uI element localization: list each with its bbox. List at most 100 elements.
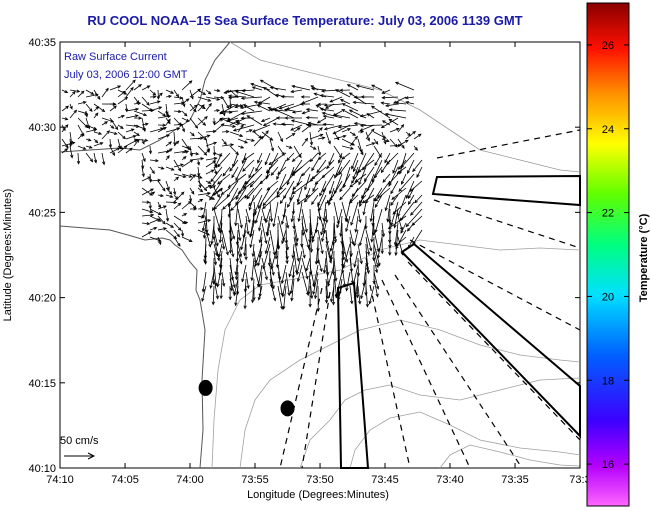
current-vector-head [275,116,280,120]
current-vector [261,257,268,281]
current-vector-shaft [261,117,271,122]
current-vector-shaft [157,110,166,117]
current-vector-shaft [405,131,416,140]
legend-line-2: July 03, 2006 12:00 GMT [64,69,188,81]
current-vector-head [132,134,137,139]
current-vector-head [409,188,414,192]
current-vector [203,250,208,265]
current-vector-shaft [333,257,337,281]
current-vector-head [358,200,363,204]
current-vector [229,236,235,258]
current-vector-shaft [385,113,407,119]
current-vector [217,215,223,232]
current-vector-head [202,122,207,126]
current-vector-head [360,295,364,300]
current-vector-shaft [317,117,327,124]
current-vector-shaft [319,180,327,196]
current-vector [165,208,170,222]
current-vector-shaft [357,285,361,304]
current-vector [265,208,271,224]
current-vector [93,112,99,119]
current-vector-head [213,156,218,161]
current-vector [209,271,215,290]
current-vector-head [230,143,235,147]
current-vector-head [281,152,285,156]
current-vector-shaft [221,138,227,145]
current-vector [234,264,239,281]
current-vector-head [317,203,321,207]
current-vector-head [358,181,362,186]
current-vector [381,120,391,126]
current-vector-head [319,127,323,131]
current-vector [269,271,275,290]
current-vector [109,145,115,157]
current-vector-head [392,211,397,215]
current-vector [93,138,99,144]
current-vector [323,124,343,131]
current-vector-shaft [189,174,196,182]
current-vector-head [257,205,262,209]
current-vector-shaft [262,187,279,206]
current-vector-shaft [77,133,84,140]
current-vector [414,194,423,204]
current-vector-head [366,137,370,142]
current-vector-head [255,168,259,172]
current-vector-head [392,169,396,174]
current-vector-head [156,96,161,100]
current-vector-head [243,252,247,257]
current-vector [109,117,119,131]
current-vector-shaft [296,250,303,275]
current-vector-head [339,188,343,193]
current-vector [309,215,314,240]
current-vector-head [208,243,212,248]
current-vector-head [414,147,418,151]
current-vector-head [192,173,196,178]
current-vector-shaft [181,98,190,105]
current-vector-head [380,101,385,105]
current-vector-head [353,263,357,268]
current-vector-head [157,204,161,209]
current-vector-shaft [327,264,335,287]
current-vector-shaft [205,89,212,95]
current-vector [337,124,359,129]
current-vector [329,243,335,261]
current-vector-shaft [349,109,367,119]
current-vector-shaft [217,264,223,287]
current-vector [141,221,151,226]
current-vector-head [308,303,312,308]
current-vector-head [170,224,175,228]
current-vector-head [129,147,133,152]
current-vector [301,110,311,115]
current-vector-shaft [77,110,88,115]
current-vector [77,90,85,98]
current-vector [272,201,279,228]
current-vector-shaft [238,180,255,194]
current-vector-head [144,138,149,142]
current-vector [309,145,317,150]
current-vector-shaft [149,106,162,112]
current-vector-head [356,171,360,175]
current-vector-shaft [255,159,263,172]
current-vector [205,180,212,184]
current-vector [280,264,287,285]
current-vector-shaft [101,152,105,165]
current-vector [393,208,399,229]
current-vector-shaft [263,87,279,98]
current-vector [189,88,202,98]
current-vector-head [220,95,225,100]
current-vector-head [390,202,394,206]
current-vector-head [341,103,346,107]
current-vector-head [180,191,185,196]
current-vector-head [213,261,218,266]
current-vector-head [289,197,293,201]
current-vector [235,180,247,201]
current-vector [246,115,263,126]
current-vector [311,159,319,172]
current-vector-shaft [189,117,198,129]
current-vector-shaft [165,110,169,117]
current-vector-head [88,145,93,149]
current-vector-head [97,96,101,100]
current-vector [141,138,145,145]
current-vector-head [304,137,309,142]
depth-contour [239,319,581,469]
